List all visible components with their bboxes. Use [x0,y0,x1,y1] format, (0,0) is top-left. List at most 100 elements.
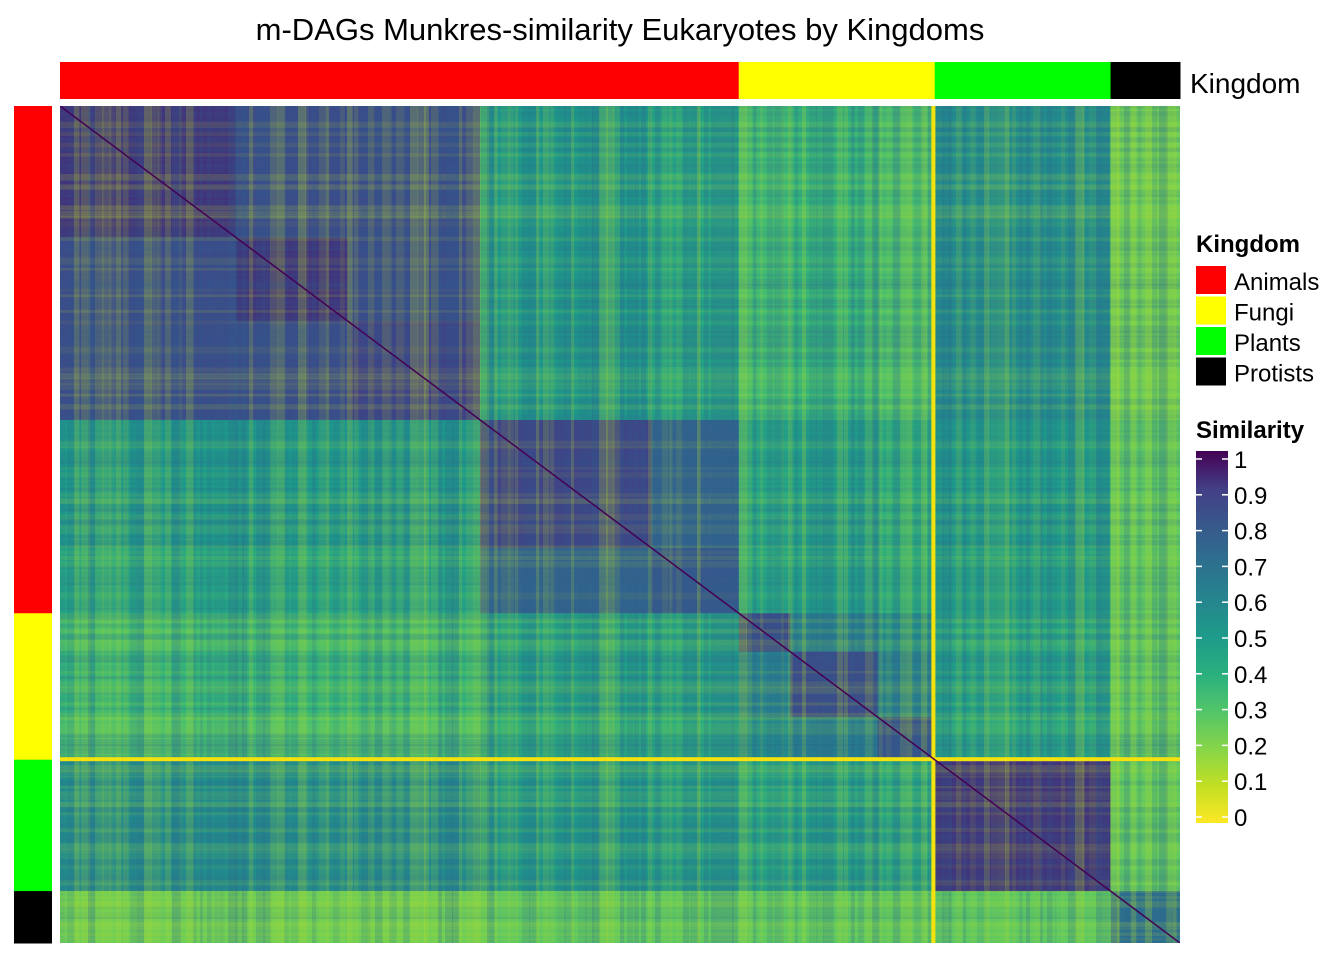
heatmap-block [1110,651,1180,718]
heatmap-texture-column [438,106,443,943]
colorbar-tick-label: 0.9 [1234,483,1267,510]
heatmap-texture-row [60,644,1180,652]
heatmap-texture-column [1138,106,1142,943]
heatmap-texture-column [571,106,575,943]
heatmap-texture-column [1068,106,1077,943]
heatmap-texture-row [60,283,1180,290]
heatmap-block [877,891,936,943]
heatmap-texture-row [60,168,1180,173]
heatmap-texture-column [1061,106,1066,943]
heatmap-texture-row [60,393,1180,397]
heatmap-block [235,717,349,761]
heatmap-texture-column [1054,106,1057,943]
heatmap-texture-row [60,294,1180,298]
heatmap-texture-row [60,137,1180,143]
heatmap-texture-column [221,106,225,943]
top-annotation-animals [60,62,740,99]
heatmap-texture-column [1075,106,1085,943]
heatmap-texture-column [1096,106,1103,943]
heatmap-texture-column [900,106,907,943]
heatmap-texture-column [1040,106,1043,943]
heatmap-texture-column [326,106,330,943]
heatmap-texture-column [1145,106,1153,943]
heatmap-texture-row [60,142,1180,148]
heatmap-texture-row [60,357,1180,360]
heatmap-texture-column [1047,106,1053,943]
heatmap-block [60,547,237,614]
heatmap-texture-row [60,817,1180,823]
heatmap-block [1110,717,1180,761]
similarity-legend-title: Similarity [1196,417,1305,444]
heatmap-block [877,419,936,549]
colorbar-tick-label: 0.1 [1234,769,1267,796]
heatmap-texture-row [60,582,1180,586]
heatmap-texture-column [354,106,359,943]
heatmap-block [60,717,237,761]
heatmap-texture-row [60,330,1180,338]
heatmap-texture-row [60,587,1180,593]
heatmap-block [738,759,791,892]
heatmap-texture-column [522,106,530,943]
heatmap-block [790,759,879,892]
heatmap-texture-column [767,106,773,943]
heatmap-texture-column [305,106,309,943]
heatmap-texture-row [60,482,1180,485]
heatmap-texture-row [60,723,1180,729]
heatmap-texture-column [151,106,160,943]
heatmap-texture-row [60,262,1180,268]
heatmap-block [347,891,481,943]
heatmap-texture-column [655,106,661,943]
heatmap-texture-row [60,111,1180,117]
heatmap-texture-column [228,106,238,943]
heatmap-texture-column [837,106,844,943]
heatmap-texture-row [60,660,1180,663]
heatmap-texture-column [410,106,418,943]
heatmap-texture-row [60,477,1180,480]
heatmap-block [934,891,1112,943]
heatmap-texture-column [487,106,495,943]
heatmap-texture-column [67,106,76,943]
heatmap-texture-column [529,106,538,943]
colorbar-tick-label: 0.5 [1234,626,1267,653]
heatmap-texture-column [130,106,138,943]
heatmap-texture-column [263,106,272,943]
heatmap-texture-column [641,106,647,943]
heatmap-texture-column [830,106,834,943]
colorbar-tick-label: 0.3 [1234,698,1267,725]
heatmap-texture-row [60,571,1180,579]
heatmap-texture-column [543,106,550,943]
heatmap-texture-row [60,451,1180,457]
heatmap-texture-row [60,827,1180,833]
heatmap-texture-row [60,414,1180,419]
heatmap-texture-row [60,383,1180,391]
heatmap-block [877,237,936,322]
legend-swatch-animals [1196,266,1226,294]
heatmap-texture-row [60,493,1180,497]
heatmap-texture-column [648,106,653,943]
heatmap-texture-column [1089,106,1097,943]
heatmap-block [651,651,740,718]
heatmap-texture-column [256,106,266,943]
left-annotation-protists [14,891,52,944]
heatmap-texture-row [60,890,1180,893]
heatmap-texture-row [60,268,1180,271]
heatmap-texture-row [60,597,1180,604]
top-annotation-plants [934,62,1112,99]
heatmap-texture-column [459,106,463,943]
kingdom-legend-title: Kingdom [1196,231,1300,258]
heatmap-texture-column [781,106,784,943]
legend-swatch-protists [1196,357,1226,386]
heatmap-texture-row [60,236,1180,241]
heatmap-texture-row [60,838,1180,843]
heatmap-texture-row [60,801,1180,808]
heatmap-block [790,106,879,239]
heatmap-texture-row [60,765,1180,773]
heatmap-block [738,237,791,322]
heatmap-block [347,419,481,549]
heatmap-block [60,759,237,892]
heatmap-block [1110,106,1180,239]
heatmap-texture-column [704,106,709,943]
heatmap-texture-column [242,106,248,943]
heatmap-texture-column [844,106,848,943]
heatmap-texture-column [186,106,194,943]
